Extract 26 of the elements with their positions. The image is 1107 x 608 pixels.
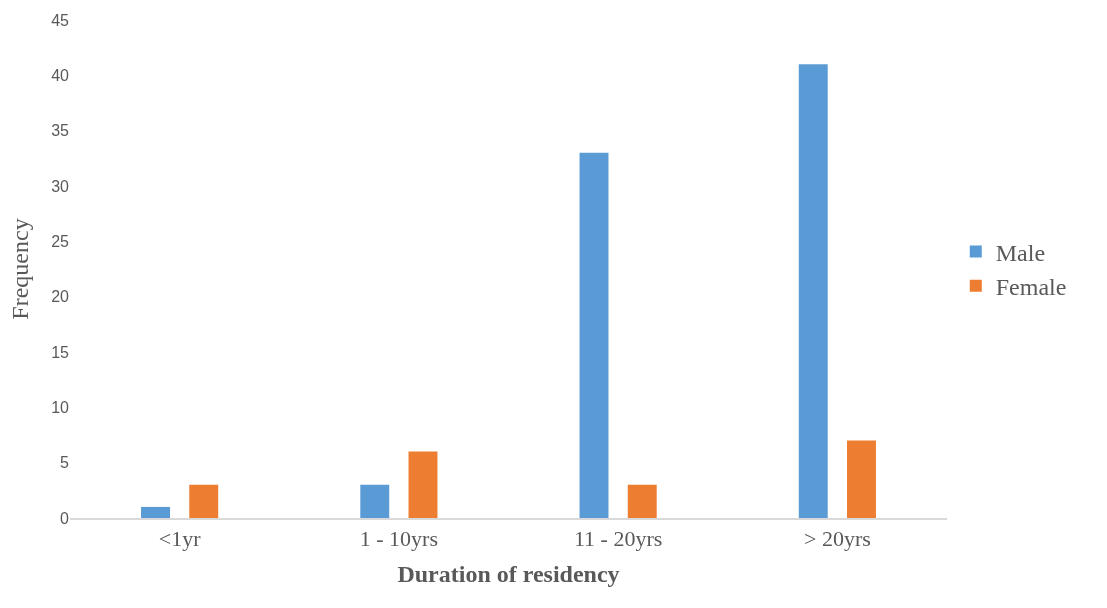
legend-label: Female [995, 274, 1067, 301]
x-tick-label: > 20yrs [803, 526, 871, 552]
y-tick-label: 40 [51, 66, 70, 84]
y-tick-label: 30 [51, 177, 70, 195]
y-tick-label: 15 [51, 343, 70, 361]
bar [847, 440, 876, 518]
x-tick-label: <1yr [158, 526, 202, 552]
legend-label: Male [995, 239, 1046, 266]
x-tick-label: 1 - 10yrs [359, 526, 438, 552]
bar [360, 484, 390, 518]
y-tick-label: 0 [60, 509, 70, 527]
y-tick-label: 10 [51, 398, 70, 416]
y-tick-label: 45 [51, 11, 70, 29]
bar [798, 64, 828, 518]
y-tick-label: 25 [51, 232, 70, 250]
x-axis-title: Duration of residency [397, 560, 620, 587]
bar [408, 451, 438, 518]
x-tick-label: 11 - 20yrs [573, 526, 663, 552]
y-tick-label: 20 [51, 288, 70, 306]
bar [189, 484, 219, 518]
y-tick-label: 5 [60, 454, 70, 472]
y-tick-label: 35 [51, 122, 70, 140]
bar [141, 506, 170, 518]
bar [627, 484, 657, 518]
y-axis-title: Frequency [7, 218, 34, 320]
bar [579, 152, 609, 518]
